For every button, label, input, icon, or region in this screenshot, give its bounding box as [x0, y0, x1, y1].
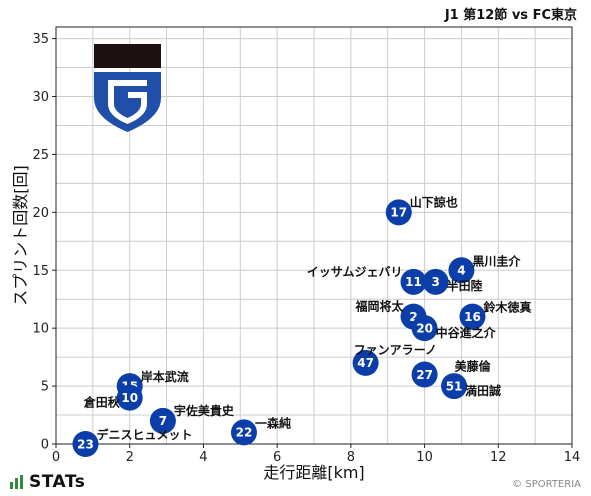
- player-name: 福岡将太: [354, 299, 404, 314]
- player-name: 黒川圭介: [472, 253, 521, 268]
- player-marker: [400, 268, 427, 295]
- data-point: 51 満田誠: [441, 373, 501, 400]
- y-axis-label: スプリント回数[回]: [11, 165, 30, 306]
- player-name: 美藤倫: [455, 359, 492, 374]
- player-number: 2: [409, 310, 417, 324]
- player-name: 鈴木徳真: [483, 300, 531, 315]
- y-tick-label: 5: [41, 380, 49, 395]
- logo-top-band: [94, 44, 161, 68]
- data-point: 27 美藤倫: [411, 359, 492, 388]
- y-tick-label: 0: [41, 438, 49, 453]
- player-marker: [422, 268, 449, 295]
- player-number: 16: [464, 310, 481, 324]
- player-number: 22: [236, 426, 253, 440]
- stats-brand-text: STATs: [29, 472, 86, 492]
- y-tick-label: 25: [32, 148, 49, 163]
- player-marker: [385, 199, 412, 226]
- player-name: 岸本武流: [141, 369, 189, 384]
- player-name: ファンアラーノ: [354, 343, 437, 357]
- x-tick-labels: 0 2 4 6 8 10 12 14: [52, 444, 580, 465]
- player-number: 20: [416, 321, 433, 335]
- player-name: デニスヒュメット: [96, 427, 192, 442]
- data-point: 3 半田陸: [422, 268, 483, 295]
- x-tick-label: 10: [416, 450, 433, 465]
- player-marker: [448, 257, 475, 284]
- player-number: 3: [431, 275, 439, 289]
- player-name: 満田誠: [465, 383, 501, 398]
- player-number: 4: [457, 264, 465, 278]
- data-point: 4 黒川圭介: [448, 253, 521, 284]
- y-tick-label: 20: [32, 206, 49, 221]
- y-tick-label: 30: [32, 90, 49, 105]
- player-number: 17: [390, 206, 407, 220]
- player-marker: [411, 361, 438, 388]
- player-name: 中谷進之介: [436, 325, 497, 340]
- club-logo: [94, 44, 161, 132]
- x-tick-label: 0: [52, 450, 60, 465]
- x-tick-label: 12: [490, 450, 507, 465]
- stats-bars-icon: [10, 475, 23, 489]
- player-number: 10: [121, 391, 138, 405]
- player-name: イッサムジェバリ: [307, 265, 403, 279]
- x-axis-label: 走行距離[km]: [263, 463, 364, 482]
- x-tick-label: 6: [273, 450, 281, 465]
- player-marker: [72, 431, 99, 457]
- player-marker: [459, 303, 486, 330]
- player-marker: [441, 373, 468, 400]
- player-number: 27: [416, 368, 433, 382]
- x-tick-label: 8: [347, 450, 355, 465]
- player-marker: [116, 384, 143, 411]
- player-name: 倉田秋: [83, 395, 121, 410]
- player-number: 23: [77, 437, 94, 451]
- player-name: 山下諒也: [410, 194, 458, 209]
- match-title: J1 第12節 vs FC東京: [444, 8, 577, 23]
- y-tick-labels: 0 5 10 15 20 25 30 35: [32, 32, 56, 453]
- data-point: 20 中谷進之介: [411, 315, 497, 342]
- player-marker: [230, 419, 257, 446]
- y-tick-label: 15: [32, 264, 49, 279]
- player-marker: [149, 407, 176, 434]
- player-number: 51: [446, 379, 463, 393]
- y-tick-label: 35: [32, 32, 49, 47]
- player-number: 7: [159, 414, 167, 428]
- player-name: 宇佐美貴史: [174, 403, 235, 418]
- player-marker: [352, 349, 379, 376]
- logo-g-cutout: [108, 80, 147, 124]
- player-marker: [411, 315, 438, 342]
- x-tick-label: 14: [564, 450, 581, 465]
- y-tick-label: 10: [32, 322, 49, 337]
- x-tick-label: 4: [199, 450, 207, 465]
- plot-frame: [55, 26, 573, 445]
- player-name: 一森純: [255, 415, 291, 430]
- player-name: 半田陸: [447, 278, 483, 293]
- copyright: © SPORTERIA: [512, 479, 581, 490]
- stats-brand: STATs: [10, 472, 85, 492]
- player-number: 47: [357, 356, 374, 370]
- player-number: 11: [405, 275, 422, 289]
- data-point: 7 宇佐美貴史: [149, 403, 235, 434]
- x-tick-label: 2: [126, 450, 134, 465]
